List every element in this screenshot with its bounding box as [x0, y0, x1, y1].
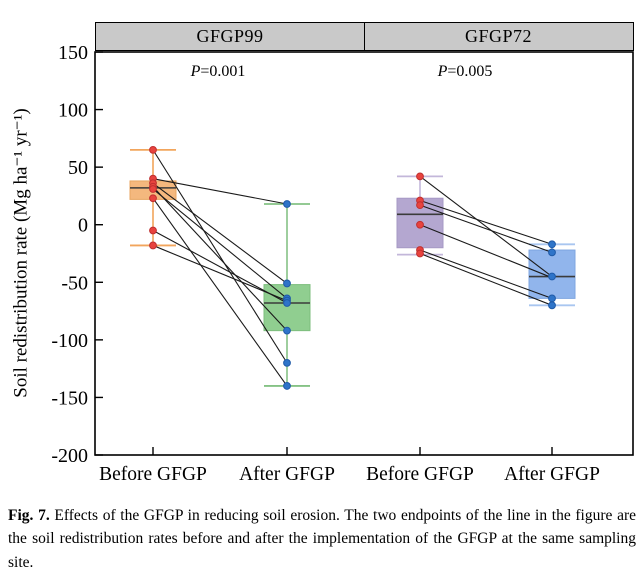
x-tick-label: After GFGP	[504, 464, 600, 485]
data-point	[416, 249, 424, 258]
y-tick-label: 0	[78, 215, 88, 237]
data-point	[149, 194, 157, 203]
p-symbol: P	[190, 63, 201, 80]
data-point	[548, 294, 556, 303]
panel-title: GFGP72	[464, 26, 533, 46]
pair-lines-layer	[152, 149, 553, 387]
y-tick-label: -100	[51, 330, 88, 352]
figure-caption: Fig. 7. Effects of the GFGP in reducing …	[8, 504, 636, 574]
pair-line	[152, 197, 288, 387]
p-value-gfgp99: P=0.001	[191, 63, 246, 81]
pair-line	[419, 175, 553, 277]
data-point	[283, 358, 291, 367]
data-point	[416, 201, 424, 210]
pair-line	[419, 249, 553, 299]
p-symbol: P	[437, 63, 448, 80]
points-layer	[149, 145, 556, 390]
x-tick-label: Before GFGP	[99, 464, 207, 485]
pair-line	[152, 182, 288, 284]
data-point	[548, 272, 556, 281]
p-value-text: =0.005	[447, 63, 493, 80]
panel-header-gfgp72: GFGP72	[363, 22, 634, 51]
box-after-gfgp99	[263, 284, 311, 332]
data-point	[548, 301, 556, 310]
data-point	[416, 220, 424, 229]
chart-canvas: 150 100 50 0 -50 -100 -150 -200 Before GFGP After…	[51, 42, 634, 485]
pair-line	[152, 188, 288, 299]
data-point	[283, 200, 291, 208]
x-tick-label: Before GFGP	[366, 464, 474, 485]
y-tick-label: -150	[51, 387, 88, 409]
y-tick-label: 50	[68, 157, 88, 179]
pair-line	[419, 224, 553, 279]
data-point	[149, 241, 157, 250]
p-value-text: =0.001	[200, 63, 246, 80]
y-axis-title: Soil redistribution rate (Mg ha⁻¹ yr⁻¹)	[10, 108, 32, 398]
data-point	[416, 172, 424, 181]
panel-header-gfgp99: GFGP99	[95, 22, 365, 51]
y-tick-label: 150	[58, 42, 88, 64]
panel-title: GFGP99	[196, 26, 264, 46]
data-point	[283, 279, 291, 288]
y-tick-label: -50	[61, 272, 88, 294]
pair-line	[152, 244, 288, 302]
data-point	[283, 299, 291, 307]
data-point	[548, 248, 556, 257]
y-tick-label: 100	[58, 100, 88, 122]
p-value-gfgp72: P=0.005	[438, 63, 493, 81]
pair-line	[419, 200, 553, 245]
pair-line	[152, 178, 288, 205]
caption-text: Effects of the GFGP in reducing soil ero…	[8, 507, 637, 571]
data-point	[149, 185, 157, 193]
data-point	[149, 145, 157, 154]
pair-line	[419, 204, 553, 253]
data-point	[283, 382, 291, 390]
data-point	[149, 226, 157, 235]
pair-line	[152, 149, 288, 364]
pair-line	[419, 252, 553, 306]
data-point	[548, 240, 556, 249]
x-tick-label: After GFGP	[239, 464, 335, 485]
caption-label: Fig. 7.	[8, 507, 50, 524]
data-point	[283, 326, 291, 335]
y-tick-label: -200	[51, 445, 88, 467]
pair-line	[152, 186, 288, 332]
